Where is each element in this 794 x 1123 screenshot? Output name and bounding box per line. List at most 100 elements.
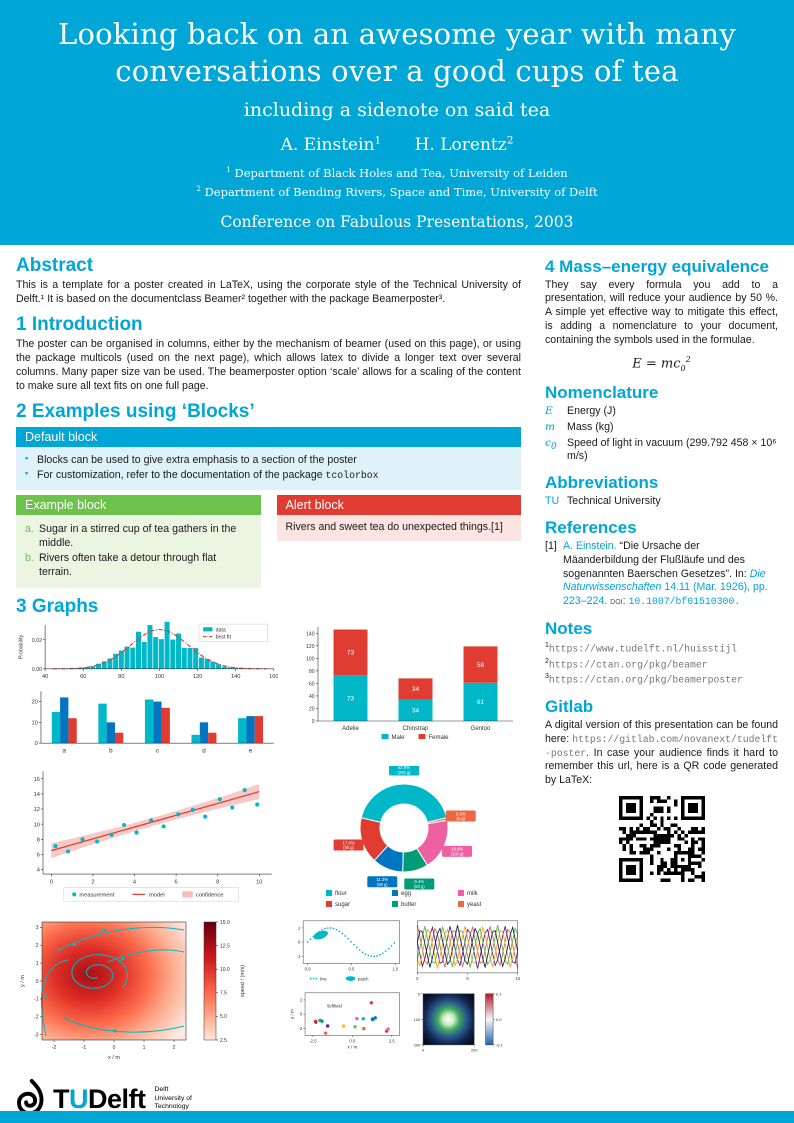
- tudelft-wordmark: TUDelft: [53, 1083, 146, 1114]
- svg-text:200: 200: [470, 1048, 477, 1053]
- svg-text:10.0: 10.0: [220, 967, 230, 973]
- svg-text:100: 100: [413, 1017, 420, 1022]
- svg-text:20: 20: [309, 706, 315, 712]
- tudelft-tagline: Delft University of Technology: [154, 1086, 192, 1111]
- svg-text:0: 0: [298, 940, 301, 945]
- svg-text:0: 0: [417, 991, 420, 996]
- svg-text:5: 5: [466, 976, 469, 981]
- svg-text:160: 160: [269, 674, 278, 680]
- svg-text:1: 1: [36, 961, 39, 967]
- svg-text:0.02: 0.02: [32, 638, 42, 644]
- svg-text:-1: -1: [82, 1045, 87, 1051]
- poster-body: Abstract This is a template for a poster…: [0, 245, 794, 1122]
- svg-text:40: 40: [309, 694, 315, 700]
- svg-text:4: 4: [37, 868, 40, 874]
- svg-text:6: 6: [37, 853, 40, 859]
- doi-link[interactable]: 10.1007/bf01510300.: [628, 596, 741, 608]
- svg-text:100: 100: [155, 674, 165, 680]
- svg-text:5.0: 5.0: [220, 1014, 227, 1020]
- poster-title: Looking back on an awesome year with man…: [57, 17, 737, 89]
- svg-text:b: b: [109, 748, 113, 755]
- svg-text:34: 34: [412, 686, 420, 693]
- abstract-heading: Abstract: [16, 254, 94, 276]
- grouped-bar-chart: a b c d e 0 10 20: [16, 687, 278, 760]
- svg-text:c: c: [156, 748, 159, 755]
- svg-text:flour: flour: [335, 891, 347, 897]
- examples-heading: 2 Examples using ‘Blocks’: [16, 401, 255, 423]
- example-block-item-b: b. Rivers often take a detour through fla…: [25, 552, 217, 579]
- regression-chart: 0 2 4 6 8 10 4 6 8 10 12 14 16 measurement model confid…: [16, 766, 278, 905]
- nomenclature-heading: Nomenclature: [545, 383, 659, 403]
- note-link[interactable]: https://ctan.org/pkg/beamer: [548, 658, 708, 670]
- svg-text:80: 80: [118, 674, 124, 680]
- author-1: A. Einstein1: [280, 134, 382, 155]
- svg-text:3: 3: [36, 925, 39, 931]
- svg-text:0: 0: [50, 880, 53, 886]
- svg-text:2: 2: [173, 1045, 176, 1051]
- gitlab-text: A digital version of this presentation c…: [545, 719, 778, 787]
- svg-text:2.5: 2.5: [389, 1039, 396, 1044]
- svg-text:120: 120: [306, 644, 315, 650]
- svg-text:(90 g): (90 g): [343, 845, 354, 850]
- svg-text:0: 0: [300, 1012, 303, 1017]
- tudelft-flame-icon: [17, 1079, 44, 1116]
- note-link[interactable]: https://www.tudelft.nl/huisstijl: [548, 643, 738, 655]
- notes-heading: Notes: [545, 618, 593, 638]
- svg-text:10: 10: [34, 822, 40, 828]
- svg-text:y / m: y / m: [290, 1009, 295, 1019]
- line-patch-chart: 0.0 0.5 1.0 1 0 -1 line patch: [288, 918, 404, 988]
- svg-text:Gentoo: Gentoo: [471, 726, 491, 732]
- svg-text:0.0: 0.0: [349, 1039, 356, 1044]
- svg-text:16: 16: [34, 777, 40, 783]
- svg-text:sugar: sugar: [335, 902, 350, 908]
- svg-text:140: 140: [231, 674, 241, 680]
- svg-text:12: 12: [34, 807, 40, 813]
- small-multiples: 0.0 0.5 1.0 1 0 -1 line patch 0 5 10 \leftfield -2…: [288, 918, 521, 1060]
- nomenclature-row: c0 Speed of light in vacuum (299.792 458 …: [545, 436, 777, 462]
- svg-text:100: 100: [306, 656, 315, 662]
- affiliation-2: 2 Department of Bending Rivers, Space an…: [196, 184, 598, 199]
- svg-text:measurement: measurement: [79, 893, 114, 899]
- svg-text:18.9%: 18.9%: [451, 847, 463, 852]
- svg-text:2.5: 2.5: [220, 1038, 227, 1044]
- svg-text:58: 58: [477, 662, 485, 669]
- svg-text:0.0: 0.0: [305, 967, 312, 972]
- svg-text:0: 0: [312, 719, 315, 725]
- introduction-heading: 1 Introduction: [16, 314, 143, 336]
- svg-text:60: 60: [80, 674, 86, 680]
- default-block: Default block Blocks can be used to give…: [16, 427, 521, 490]
- svg-text:x / m: x / m: [108, 1055, 120, 1061]
- qr-code: [618, 795, 705, 882]
- mass-energy-formula: E = mc02: [632, 355, 691, 374]
- penguin-stacked-chart: 73 73 Adelie 34 34 Chinstrap 61 58 Gentoo 0 20 40 60…: [288, 621, 521, 754]
- blob-image-chart: 0 100 200 0 200 0.1 0.0 -0.1: [406, 990, 522, 1060]
- svg-text:0.1: 0.1: [495, 991, 501, 996]
- svg-text:(50 g): (50 g): [414, 884, 425, 889]
- right-column: 4 Mass–energy equivalence They say every…: [545, 247, 778, 1122]
- example-block: Example block a. Sugar in a stirred cup o…: [16, 494, 261, 588]
- svg-text:a: a: [63, 748, 67, 755]
- svg-text:confidence: confidence: [196, 893, 224, 899]
- authors: A. Einstein1 H. Lorentz2: [30, 134, 764, 155]
- gitlab-heading: Gitlab: [545, 697, 594, 717]
- reference-text: A. Einstein. “Die Ursache der Mäanderbil…: [563, 540, 768, 608]
- svg-text:73: 73: [347, 649, 355, 656]
- svg-text:y / m: y / m: [20, 975, 26, 987]
- svg-text:Male: Male: [392, 735, 406, 741]
- svg-text:-1: -1: [297, 954, 301, 959]
- note-link[interactable]: https://ctan.org/pkg/beamerposter: [548, 674, 743, 686]
- affiliation-1: 1 Department of Black Holes and Tea, Uni…: [226, 165, 568, 180]
- svg-text:73: 73: [347, 695, 355, 702]
- example-block-title: Example block: [16, 494, 261, 515]
- svg-text:Adelie: Adelie: [342, 726, 359, 732]
- svg-text:80: 80: [309, 669, 315, 675]
- mass-energy-text: They say every formula you add to a pres…: [545, 278, 778, 346]
- svg-text:0.5: 0.5: [348, 967, 355, 972]
- svg-text:patch: patch: [358, 977, 369, 982]
- left-column: Abstract This is a template for a poster…: [16, 247, 521, 1122]
- svg-text:(225 g): (225 g): [398, 770, 412, 775]
- gitlab-link[interactable]: https://gitlab.com/novanext/tudelft-post…: [545, 733, 778, 759]
- svg-text:Probability: Probability: [18, 634, 24, 659]
- svg-text:7.5: 7.5: [220, 991, 227, 997]
